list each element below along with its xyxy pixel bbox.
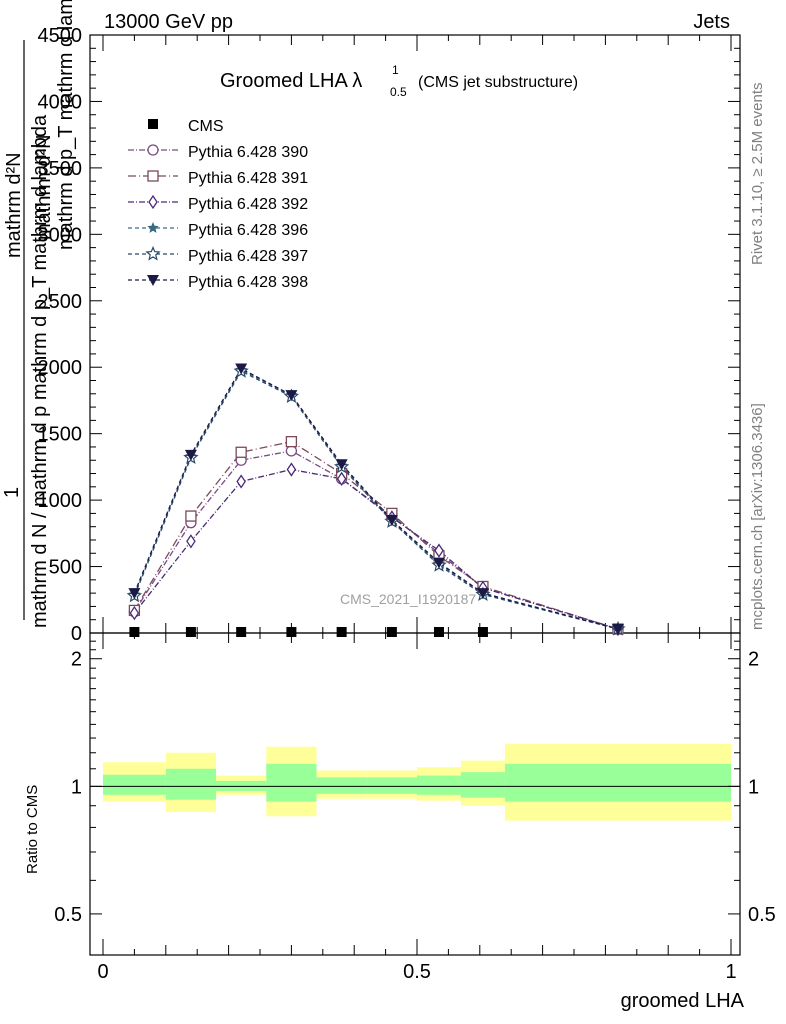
series-5-point-0 — [128, 588, 141, 600]
title-main: Groomed LHA λ — [220, 70, 362, 92]
legend-label-5: Pythia 6.428 398 — [188, 274, 308, 291]
legend-label-3: Pythia 6.428 396 — [188, 222, 308, 239]
cms-point-0 — [129, 627, 140, 637]
ratio-tick-label-1: 1 — [71, 776, 82, 798]
analysis-watermark: CMS_2021_I1920187 — [340, 591, 476, 607]
ylabel-num: 1 — [1, 487, 23, 498]
cms-point-1 — [185, 627, 196, 637]
ratio-tick-label-right-0: 0.5 — [748, 904, 776, 926]
ratio-band-inner-0 — [103, 774, 166, 795]
chart-title: Groomed LHA λ 1 0.5 (CMS jet substructur… — [220, 63, 578, 99]
cms-point-6 — [433, 627, 444, 637]
ratio-band-inner-5 — [366, 777, 417, 794]
cms-point-2 — [236, 627, 247, 637]
ratio-band-inner-4 — [316, 777, 367, 794]
x-axis-ticks: 0 0.5 1 — [97, 35, 737, 983]
series-2-point-6 — [434, 543, 444, 558]
x-tick-label-1: 0.5 — [403, 961, 431, 983]
ratio-plot-frame — [89, 632, 741, 956]
y-axis-ticks: 0 500 1000 1500 2000 2500 3000 3500 4000 4500 — [38, 25, 740, 645]
series-1-point-1 — [185, 510, 197, 522]
y-tick-label-7: 3500 — [38, 158, 83, 180]
legend-label-4: Pythia 6.428 397 — [188, 248, 308, 265]
y-tick-label-6: 3000 — [38, 224, 83, 246]
series-5-point-5 — [385, 515, 398, 527]
y-tick-label-9: 4500 — [38, 25, 83, 47]
x-tick-label-0: 0 — [97, 961, 108, 983]
series-5-point-8 — [611, 624, 624, 636]
ratio-band-inner-6 — [417, 775, 461, 795]
ylabel-top: mathrm d²N — [3, 152, 25, 258]
ratio-tick-label-0: 0.5 — [54, 904, 82, 926]
series-5-point-1 — [184, 449, 197, 461]
legend-marker-4 — [145, 245, 161, 261]
title-subscript: 0.5 — [390, 85, 407, 99]
ratio-band-inner-7 — [460, 772, 505, 798]
y-tick-label-1: 500 — [49, 557, 82, 579]
ylabel-overlay-2: mathrm d p_T mathrm d lambda — [55, 0, 77, 250]
series-line-4 — [133, 370, 619, 630]
series-line-5 — [133, 367, 619, 630]
legend-marker-cms — [148, 119, 158, 129]
ratio-band-inner-3 — [266, 763, 317, 802]
series-5-point-4 — [335, 459, 348, 471]
legend-marker-5 — [147, 275, 159, 286]
legend-label-0: Pythia 6.428 390 — [188, 144, 308, 161]
series-2-point-0 — [129, 605, 140, 621]
series-0-point-3 — [285, 445, 298, 457]
y-axis-label: 1 mathrm d²N mathrm d N / mathrm d p mat… — [1, 0, 77, 628]
series-5-point-6 — [432, 557, 445, 569]
series-2-point-1 — [186, 534, 196, 549]
ylabel-bottom: mathrm d N / mathrm d p mathrm d p_T mat… — [29, 114, 51, 628]
series-2-point-2 — [236, 474, 246, 489]
y-tick-label-0: 0 — [71, 623, 82, 645]
cms-point-3 — [286, 627, 297, 637]
y-tick-label-3: 1500 — [38, 424, 83, 446]
cms-point-4 — [336, 627, 347, 637]
legend-marker-1 — [147, 170, 159, 182]
series-2-point-4 — [336, 471, 347, 487]
rivet-version-label: Rivet 3.1.10, ≥ 2.5M events — [749, 83, 766, 266]
series-5-point-2 — [235, 363, 248, 375]
cms-point-7 — [477, 627, 488, 637]
mcplots-label: mcplots.cern.ch [arXiv:1306.3436] — [749, 403, 766, 630]
y-tick-label-4: 2000 — [38, 357, 83, 379]
legend-label-2: Pythia 6.428 392 — [188, 196, 308, 213]
legend-label-cms: CMS — [188, 118, 224, 135]
legend-marker-2 — [148, 194, 158, 210]
legend-label-1: Pythia 6.428 391 — [188, 170, 308, 187]
legend: CMS Pythia 6.428 390 Pythia 6.428 391 Pythi… — [128, 118, 308, 291]
ratio-tick-label-right-2: 2 — [748, 649, 759, 671]
header-right: Jets — [693, 11, 730, 33]
title-note: (CMS jet substructure) — [418, 74, 578, 91]
ratio-band-inner-1 — [165, 768, 217, 800]
ratio-bands — [103, 743, 731, 821]
y-tick-label-8: 4000 — [38, 91, 83, 113]
series-1-point-3 — [285, 435, 298, 448]
ratio-band-inner-8 — [504, 763, 731, 802]
series-line-3 — [133, 369, 619, 630]
series-markers — [126, 363, 626, 637]
cms-data-points — [129, 627, 488, 637]
series-5-point-3 — [285, 390, 298, 402]
legend-marker-3 — [147, 222, 159, 233]
series-2-point-3 — [286, 462, 297, 477]
ratio-axis-ticks: 0.5 0.5 1 1 2 2 — [54, 640, 776, 926]
x-axis-label: groomed LHA — [621, 990, 745, 1012]
ylabel-overlay-1: mathrm d²N — [33, 134, 55, 240]
x-tick-label-2: 1 — [725, 961, 736, 983]
ratio-tick-label-2: 2 — [71, 649, 82, 671]
header-left: 13000 GeV pp — [104, 11, 233, 33]
ratio-axis-label: Ratio to CMS — [24, 785, 41, 874]
legend-marker-0 — [147, 144, 159, 156]
y-tick-label-2: 1000 — [38, 490, 83, 512]
title-superscript: 1 — [392, 63, 399, 77]
ratio-tick-label-right-1: 1 — [748, 776, 759, 798]
cms-point-5 — [386, 627, 397, 637]
series-5-point-7 — [476, 588, 489, 600]
series-1-point-2 — [235, 446, 247, 458]
y-tick-label-5: 2500 — [38, 291, 83, 313]
series-lines — [133, 367, 619, 630]
